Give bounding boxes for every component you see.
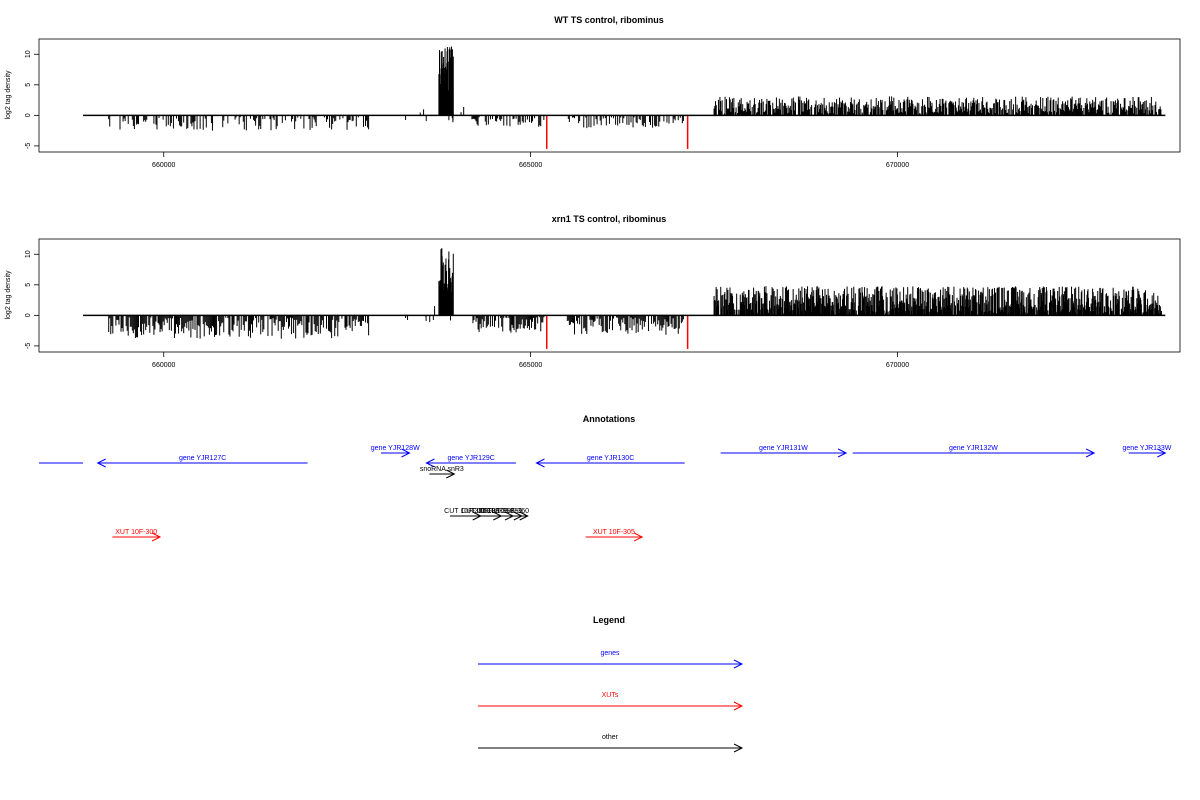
y-tick-label: 10 (25, 50, 32, 58)
xrn1-x-axis: 660000 665000 670000 (152, 352, 909, 369)
y-tick-label: -5 (25, 343, 32, 349)
feature-label: gene YJR127C (179, 455, 226, 462)
xrn1-plot-frame (38, 238, 1181, 353)
x-tick-label: 670000 (886, 162, 909, 169)
xrn1-y-axis-label: log2 tag density (5, 270, 12, 320)
legend-entries: genes XUTs other (478, 650, 744, 753)
feature-label: gene YJR131W (759, 445, 808, 452)
feature-label: gene YJR128W (371, 445, 420, 452)
legend-arrow-head (733, 701, 744, 711)
legend-entry: other (478, 734, 744, 753)
x-tick-label: 665000 (519, 362, 542, 369)
arrow-head (401, 448, 411, 458)
feature-label: snoRNA snR3 (420, 466, 464, 473)
legend-label: other (602, 734, 619, 741)
xrn1-y-axis: -5 0 5 10 (25, 250, 39, 349)
feature-label: XUT 10F-305 (593, 529, 635, 536)
legend-entry: genes (478, 650, 744, 669)
wt-signal-bars (108, 46, 1162, 131)
legend-label: genes (600, 650, 620, 657)
arrow-head (446, 469, 456, 479)
annotation-feature: gene YJR127C (96, 455, 308, 468)
y-tick-label: 5 (25, 83, 32, 87)
wt-plot-frame (38, 38, 1181, 153)
annotation-feature: gene YJR133W (1123, 445, 1172, 458)
y-tick-label: 10 (25, 250, 32, 258)
arrow-head (1085, 448, 1096, 458)
wt-y-axis-label: log2 tag density (5, 70, 12, 120)
legend-panel: Legend genes XUTs other (478, 615, 744, 753)
arrow-head (151, 532, 162, 542)
feature-label: gene YJR129C (448, 455, 495, 462)
legend-entry: XUTs (478, 692, 744, 711)
feature-label: CUT 10F-358 (471, 508, 513, 515)
annotations-title: Annotations (583, 414, 636, 424)
legend-arrow-head (733, 659, 744, 669)
x-tick-label: 660000 (152, 162, 175, 169)
y-tick-label: 0 (25, 313, 32, 317)
feature-label: CUT 10F-359 (480, 508, 522, 515)
arrow-head (535, 458, 545, 468)
annotation-feature: XUT 10F-305 (585, 529, 644, 542)
annotation-feature: gene YJR128W (371, 445, 420, 458)
xrn1-signal-bars (108, 248, 1162, 339)
annotation-features: gene YJR127C gene YJR128W gene YJR129C snoR… (39, 445, 1172, 542)
feature-label: gene YJR133W (1123, 445, 1172, 452)
annotation-feature: snoRNA snR3 (420, 466, 464, 479)
arrow-head (519, 511, 529, 521)
feature-label: gene YJR132W (949, 445, 998, 452)
x-tick-label: 670000 (886, 362, 909, 369)
wt-highlight-bars (546, 115, 689, 149)
legend-title: Legend (593, 615, 625, 625)
arrow-head (96, 458, 106, 468)
xrn1-track-panel: xrn1 TS control, ribominus -5 0 5 10 660000… (5, 214, 1181, 369)
xrn1-track-title: xrn1 TS control, ribominus (552, 214, 667, 224)
x-tick-label: 660000 (152, 362, 175, 369)
annotation-feature: gene YJR131W (720, 445, 848, 458)
legend-label: XUTs (602, 692, 619, 699)
y-tick-label: -5 (25, 143, 32, 149)
xrn1-highlight-bars (546, 315, 689, 349)
y-tick-label: 5 (25, 283, 32, 287)
arrow-head (633, 532, 644, 542)
arrow-head (1157, 448, 1167, 458)
legend-arrow-head (733, 743, 744, 753)
feature-label: gene YJR130C (587, 455, 634, 462)
feature-label: CUT 10F-356 (444, 508, 486, 515)
y-tick-label: 0 (25, 113, 32, 117)
annotation-feature: gene YJR132W (852, 445, 1096, 458)
x-tick-label: 665000 (519, 162, 542, 169)
arrow-head (837, 448, 848, 458)
feature-label: CUT 10F-360 (487, 508, 529, 515)
wt-track-title: WT TS control, ribominus (554, 15, 664, 25)
annotation-feature: XUT 10F-300 (112, 529, 162, 542)
annotation-feature: gene YJR129C (425, 455, 516, 468)
annotation-feature: gene YJR130C (535, 455, 685, 468)
feature-label: CUT 10F-357 (461, 508, 503, 515)
arrow-head (425, 458, 435, 468)
wt-x-axis: 660000 665000 670000 (152, 152, 909, 169)
annotation-feature: CUT 10F-360 (487, 508, 529, 521)
wt-y-axis: -5 0 5 10 (25, 50, 39, 149)
feature-label: XUT 10F-300 (115, 529, 157, 536)
